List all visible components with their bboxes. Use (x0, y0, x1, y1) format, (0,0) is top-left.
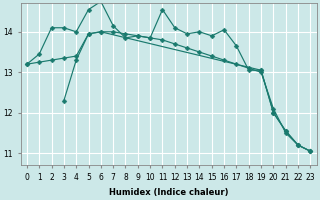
X-axis label: Humidex (Indice chaleur): Humidex (Indice chaleur) (109, 188, 228, 197)
